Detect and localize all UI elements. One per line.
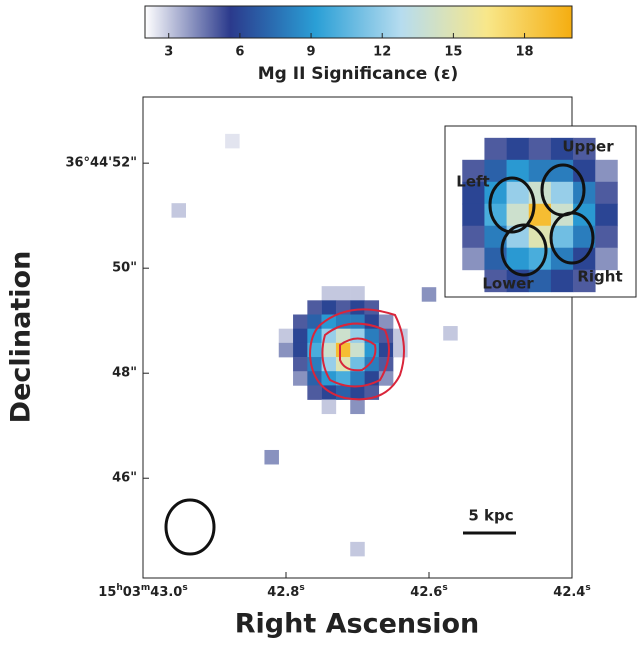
inset-label: Right bbox=[577, 268, 622, 286]
pixel bbox=[293, 371, 308, 386]
map bbox=[172, 134, 458, 557]
inset-pixel bbox=[507, 248, 529, 270]
inset-pixel bbox=[529, 138, 551, 160]
pixel bbox=[307, 314, 322, 329]
pixel bbox=[350, 286, 365, 301]
inset-pixel bbox=[595, 226, 617, 248]
colorbar-gradient bbox=[145, 6, 572, 38]
inset-pixel bbox=[462, 248, 484, 270]
pixel bbox=[365, 357, 380, 372]
x-tick-label: 42.8s bbox=[267, 583, 304, 600]
pixel bbox=[379, 314, 394, 329]
x-tick-label: 42.6s bbox=[410, 583, 447, 600]
colorbar-tick-label: 3 bbox=[164, 45, 173, 60]
pixel bbox=[293, 357, 308, 372]
pixel bbox=[350, 371, 365, 386]
pixel bbox=[365, 343, 380, 358]
pixel bbox=[350, 400, 365, 415]
y-tick-label: 46" bbox=[112, 471, 137, 486]
pixel bbox=[264, 450, 279, 465]
inset-label: Left bbox=[456, 173, 489, 191]
inset: Upper Left Right Lower bbox=[445, 126, 636, 297]
pixel bbox=[307, 385, 322, 400]
inset-pixel bbox=[595, 160, 617, 182]
inset-pixel bbox=[551, 182, 573, 204]
pixel bbox=[293, 343, 308, 358]
x-tick-label: 42.4s bbox=[553, 583, 590, 600]
pixel bbox=[350, 329, 365, 344]
chart: 3 6 9 12 15 18 Mg II Significance (ε) 5 kpc U… bbox=[0, 0, 637, 643]
inset-pixel bbox=[484, 138, 506, 160]
inset-label: Lower bbox=[482, 275, 534, 293]
x-tick-label: 15h03m43.0s bbox=[98, 583, 187, 600]
pixel bbox=[293, 329, 308, 344]
inset-pixel bbox=[462, 204, 484, 226]
inset-pixel bbox=[595, 204, 617, 226]
colorbar-tick-label: 12 bbox=[373, 45, 391, 60]
colorbar-tick-label: 18 bbox=[516, 45, 534, 60]
y-tick-label: 36°44'52" bbox=[65, 156, 137, 171]
y-tick-label: 48" bbox=[112, 366, 137, 381]
inset-pixel bbox=[529, 226, 551, 248]
x-axis-label: Right Ascension bbox=[235, 609, 480, 640]
colorbar-tick-label: 6 bbox=[235, 45, 244, 60]
y-tick-label: 50" bbox=[112, 261, 137, 276]
pixel bbox=[422, 287, 437, 302]
pixel bbox=[225, 134, 240, 149]
pixel bbox=[279, 343, 294, 358]
inset-pixel bbox=[595, 182, 617, 204]
beam bbox=[166, 500, 214, 554]
pixel bbox=[393, 343, 408, 358]
colorbar-tick-label: 15 bbox=[444, 45, 462, 60]
pixel bbox=[365, 300, 380, 315]
colorbar-tick-label: 9 bbox=[307, 45, 316, 60]
y-axis-label: Declination bbox=[6, 251, 37, 424]
inset-pixel bbox=[551, 160, 573, 182]
colorbar: 3 6 9 12 15 18 bbox=[145, 6, 572, 60]
scale-bar-label: 5 kpc bbox=[468, 507, 513, 525]
pixel bbox=[443, 326, 458, 341]
inset-pixel bbox=[551, 270, 573, 292]
pixel bbox=[350, 300, 365, 315]
pixel bbox=[379, 343, 394, 358]
colorbar-label: Mg II Significance (ε) bbox=[258, 64, 459, 84]
pixel bbox=[336, 286, 351, 301]
inset-pixel bbox=[551, 226, 573, 248]
pixel bbox=[350, 542, 365, 557]
pixel bbox=[322, 286, 337, 301]
inset-pixel bbox=[507, 138, 529, 160]
pixel bbox=[322, 300, 337, 315]
pixel bbox=[293, 314, 308, 329]
inset-pixel bbox=[462, 226, 484, 248]
pixel bbox=[322, 400, 337, 415]
inset-pixel bbox=[507, 204, 529, 226]
pixel bbox=[336, 343, 351, 358]
pixel bbox=[172, 203, 187, 218]
inset-label: Upper bbox=[562, 138, 614, 156]
pixel bbox=[350, 385, 365, 400]
pixel bbox=[307, 300, 322, 315]
pixel bbox=[350, 314, 365, 329]
pixel bbox=[279, 329, 294, 344]
pixel bbox=[350, 343, 365, 358]
